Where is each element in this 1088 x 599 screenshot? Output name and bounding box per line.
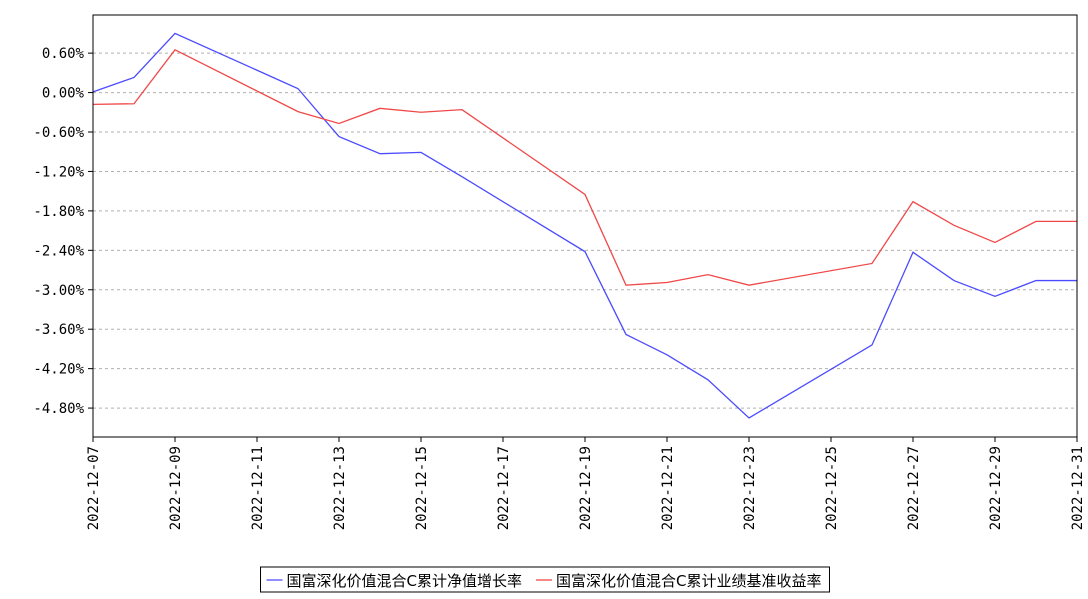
x-tick-label: 2022-12-13 [332,446,348,530]
plot-frame [92,14,1078,438]
y-tick-label: 0.00% [42,86,85,102]
x-tick-label: 2022-12-11 [250,446,266,530]
x-tick-label: 2022-12-15 [414,446,430,530]
x-tick-label: 2022-12-07 [86,446,102,530]
x-tick-label: 2022-12-17 [496,446,512,530]
y-tick-label: -0.60% [33,125,84,141]
x-tick-label: 2022-12-19 [578,446,594,530]
x-tick-label: 2022-12-23 [742,446,758,530]
x-tick-label: 2022-12-09 [168,446,184,530]
x-tick-label: 2022-12-21 [660,446,676,530]
y-tick-label: -4.20% [33,362,84,378]
y-tick-label: -4.80% [33,401,84,417]
y-tick-label: 0.60% [42,46,85,62]
x-tick-label: 2022-12-27 [906,446,922,530]
y-tick-label: -1.20% [33,164,84,180]
line [92,49,1077,286]
y-tick-label: -3.60% [33,322,84,338]
x-tick-label: 2022-12-25 [824,446,840,530]
legend: 国富深化价值混合C累计净值增长率 国富深化价值混合C累计业绩基准收益率 [260,566,830,593]
x-tick-label: 2022-12-31 [1070,446,1086,530]
legend-label: 国富深化价值混合C累计业绩基准收益率 [556,572,821,590]
line [92,32,1077,419]
y-tick-label: -1.80% [33,204,84,220]
legend-label: 国富深化价值混合C累计净值增长率 [287,572,522,590]
y-tick-label: -3.00% [33,283,84,299]
y-tick-label: -2.40% [33,243,84,259]
x-tick-label: 2022-12-29 [988,446,1004,530]
